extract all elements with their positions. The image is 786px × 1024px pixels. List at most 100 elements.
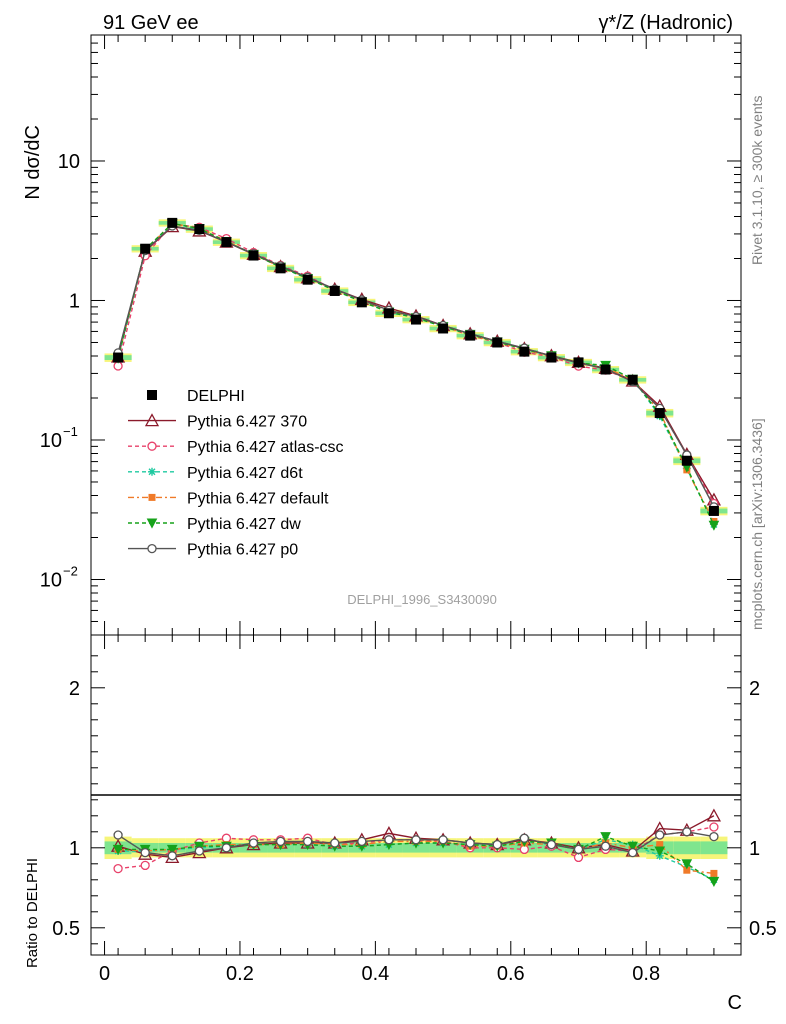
legend-marker: [148, 467, 156, 476]
series-5-ratio-point: [573, 844, 584, 855]
series-4-ratio-point: [600, 832, 611, 843]
series-5-ratio-point: [600, 841, 611, 851]
x-tick-label: 0.4: [361, 963, 389, 985]
series-4-ratio-point: [654, 846, 666, 857]
series-4-ratio-point: [627, 841, 638, 852]
series-4-ratio-point: [681, 859, 693, 870]
ratio-y-tick-label: 1: [69, 838, 80, 860]
ratio-y-axis-label: Ratio to DELPHI: [24, 858, 41, 968]
series-5-ratio-point: [465, 838, 475, 848]
series-5-ratio-point: [167, 851, 177, 861]
legend-label: Pythia 6.427 dw: [187, 516, 301, 533]
delphi-point: [708, 505, 719, 516]
legend-entry-series-1: Pythia 6.427 atlas-csc: [128, 439, 344, 456]
delphi-point: [519, 346, 530, 357]
legend-label: Pythia 6.427 d6t: [187, 465, 303, 482]
delphi-point: [356, 297, 367, 308]
delphi-point: [546, 352, 557, 363]
series-1-ratio-point: [221, 833, 232, 843]
series-5-ratio-point: [384, 835, 394, 845]
legend-marker: [147, 441, 157, 451]
main-y-tick-exponent: −2: [63, 563, 78, 578]
main-y-tick-label: 10: [58, 151, 80, 173]
mcplots-source-label: mcplots.cern.ch [arXiv:1306.3436]: [749, 418, 765, 630]
delphi-point: [627, 374, 638, 385]
series-1-ratio-point: [709, 822, 719, 832]
legend-entry-series-4: Pythia 6.427 dw: [128, 516, 301, 533]
delphi-point: [113, 352, 124, 363]
legend-marker: [147, 543, 157, 554]
series-5-ratio-point: [546, 839, 557, 850]
main-y-axis-label: N dσ/dC: [22, 125, 44, 200]
legend-label: Pythia 6.427 default: [187, 490, 329, 507]
main-y-tick-label: 10: [40, 569, 62, 591]
series-5-ratio-point: [140, 847, 150, 858]
series-4-ratio-point: [112, 844, 124, 855]
legend-entry-series-2: Pythia 6.427 d6t: [128, 465, 303, 482]
series-5-ratio-point: [248, 838, 259, 848]
ratio-y-tick-label: 0.5: [52, 918, 80, 940]
series-5-ratio-point: [655, 830, 665, 840]
series-4-ratio-point: [708, 876, 720, 887]
legend-marker: [148, 493, 156, 501]
ratio-y-tick-label-right: 1: [749, 838, 760, 860]
analysis-id-label: DELPHI_1996_S3430090: [347, 592, 497, 607]
delphi-point: [411, 314, 421, 325]
x-tick-label: 0: [99, 963, 110, 985]
delphi-point: [438, 323, 449, 334]
series-4-ratio-line: [118, 835, 715, 882]
energy-label: 91 GeV ee: [103, 12, 199, 34]
series-4-main-point: [708, 520, 720, 531]
series-4-main-line: [117, 222, 715, 526]
series-5-ratio-point: [628, 847, 638, 858]
series-1-ratio-point: [113, 863, 123, 874]
series-4-ratio-point: [166, 844, 178, 855]
legend-label: Pythia 6.427 370: [187, 414, 307, 431]
delphi-point: [140, 243, 151, 254]
delphi-point: [383, 308, 394, 319]
series-3-ratio-point: [710, 869, 718, 877]
series-5-ratio-point: [113, 830, 123, 840]
delphi-point: [600, 364, 611, 375]
delphi-point: [194, 224, 205, 235]
legend-label: Pythia 6.427 p0: [187, 542, 298, 559]
series-5-ratio-point: [438, 835, 448, 845]
ratio-y-tick-label-right: 0.5: [749, 918, 777, 940]
series-1-main-line: [117, 223, 715, 504]
x-axis-label: C: [728, 992, 742, 1014]
rivet-version-label: Rivet 3.1.10, ≥ 300k events: [749, 95, 765, 265]
x-tick-label: 0.8: [632, 963, 660, 985]
ratio-inner-band: [673, 841, 701, 855]
delphi-point: [492, 337, 503, 348]
legend-delphi-label: DELPHI: [187, 388, 245, 405]
ratio-inner-band: [700, 841, 728, 855]
main-y-tick-label: 10: [40, 430, 62, 452]
legend-marker: [146, 518, 158, 529]
main-y-tick-exponent: −1: [63, 424, 78, 439]
series-5-ratio-point: [682, 827, 692, 837]
legend-entry-series-3: Pythia 6.427 default: [128, 490, 329, 507]
delphi-point: [302, 274, 313, 285]
series-1-ratio-point: [140, 860, 150, 871]
main-panel-series: [110, 218, 722, 531]
delphi-point: [329, 285, 340, 296]
legend-delphi-marker: [147, 390, 157, 400]
delphi-point: [221, 237, 232, 248]
series-3-ratio-point: [683, 866, 691, 874]
x-tick-label: 0.2: [226, 963, 254, 985]
delphi-point: [465, 330, 476, 341]
delphi-point: [681, 455, 692, 466]
series-5-ratio-point: [709, 831, 719, 842]
series-5-ratio-point: [492, 839, 502, 850]
delphi-point: [248, 250, 259, 261]
series-3-ratio-point: [656, 841, 664, 849]
legend-marker: [144, 413, 160, 427]
ratio-panel-series: [110, 808, 722, 887]
series-5-ratio-point: [275, 836, 286, 847]
delphi-point: [167, 217, 178, 228]
ratio-panel-frame: [90, 634, 742, 956]
series-5-ratio-point: [330, 838, 340, 848]
legend: DELPHI Pythia 6.427 370 Pythia 6.427 atlas…: [128, 388, 344, 559]
series-5-ratio-point: [519, 833, 529, 843]
